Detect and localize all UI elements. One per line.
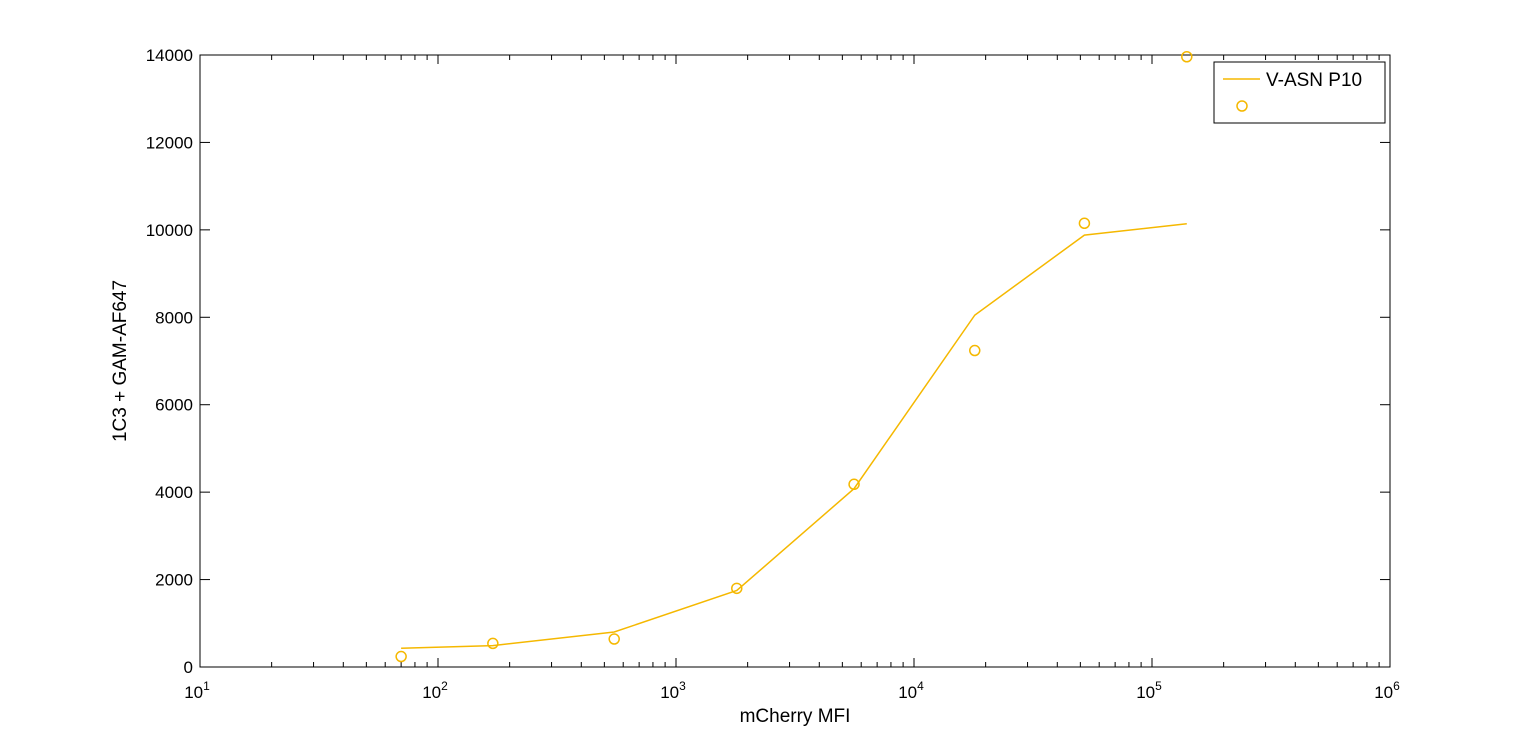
y-tick-label: 0 — [184, 658, 193, 677]
series-line-1 — [401, 222, 1187, 649]
data-point-marker — [731, 582, 743, 595]
data-point-marker — [969, 344, 981, 357]
data-point-marker — [395, 650, 407, 663]
y-tick-label: 14000 — [146, 46, 193, 65]
x-tick-label: 103 — [660, 679, 686, 702]
axis-ticks — [199, 54, 1391, 668]
y-tick-label: 6000 — [155, 396, 193, 415]
y-tick-label: 2000 — [155, 571, 193, 590]
plot-area — [199, 54, 1391, 668]
x-tick-label: 102 — [422, 679, 448, 702]
y-axis-label: 1C3 + GAM-AF647 — [110, 280, 131, 442]
data-point-marker — [487, 637, 499, 650]
data-point-marker — [1181, 50, 1193, 63]
legend: V-ASN P10 — [1213, 61, 1386, 124]
y-tick-labels: 0 2000 4000 6000 8000 10000 12000 14000 — [146, 46, 193, 677]
y-tick-label: 4000 — [155, 483, 193, 502]
x-tick-label: 101 — [184, 679, 210, 702]
legend-marker-swatch — [1236, 100, 1248, 112]
x-tick-label: 105 — [1136, 679, 1162, 702]
data-point-marker — [848, 478, 860, 491]
series-layer — [395, 50, 1193, 663]
legend-box — [1213, 61, 1386, 124]
x-axis-label: mCherry MFI — [740, 706, 851, 727]
x-tick-label: 104 — [898, 679, 924, 702]
data-point-marker — [608, 633, 620, 645]
x-tick-label: 106 — [1374, 679, 1400, 702]
legend-series-1-label: V-ASN P10 — [1266, 70, 1362, 91]
y-tick-label: 10000 — [146, 221, 193, 240]
data-point-marker — [1078, 217, 1091, 230]
y-tick-label: 8000 — [155, 308, 193, 327]
x-tick-labels: 101 102 103 104 105 106 — [184, 679, 1400, 702]
y-tick-label: 12000 — [146, 133, 193, 152]
